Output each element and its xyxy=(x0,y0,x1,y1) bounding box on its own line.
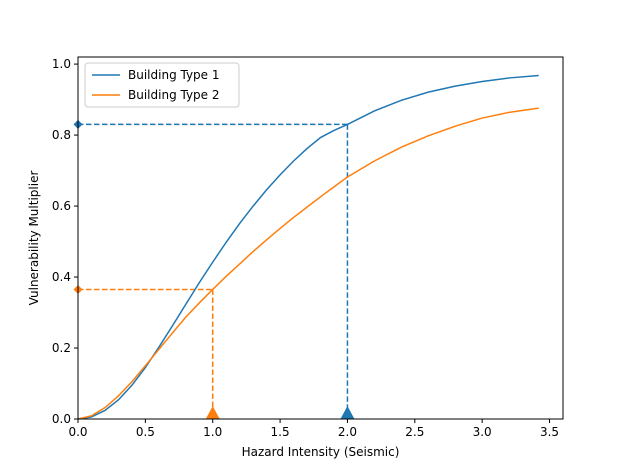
x-axis-label: Hazard Intensity (Seismic) xyxy=(242,445,400,459)
axes-frame xyxy=(77,56,564,420)
y-axis-label: Vulnerability Multiplier xyxy=(27,171,41,306)
y-tick-label-0.4: 0.4 xyxy=(52,270,71,284)
x-tick-label-3.0: 3.0 xyxy=(473,425,492,439)
x-marker-building-type-1 xyxy=(340,406,355,419)
axes: 0.0 0.5 1.0 1.5 2.0 2.5 3.0 3.5 0.0 0.2 0.4 0.6 0.8 1… xyxy=(52,56,564,439)
y-tick-label-1.0: 1.0 xyxy=(52,57,71,71)
y-tick-label-0.6: 0.6 xyxy=(52,199,71,213)
x-tick-label-3.5: 3.5 xyxy=(540,425,559,439)
plot-inner xyxy=(78,74,539,419)
x-tick-label-2.0: 2.0 xyxy=(338,425,357,439)
y-tick-label-0.0: 0.0 xyxy=(52,412,71,426)
legend: Building Type 1 Building Type 2 xyxy=(84,62,240,108)
x-tick-label-0.0: 0.0 xyxy=(68,425,87,439)
x-tick-label-1.0: 1.0 xyxy=(203,425,222,439)
series-line-building-type-2 xyxy=(78,107,539,419)
x-tick-label-1.5: 1.5 xyxy=(271,425,290,439)
legend-box xyxy=(84,62,240,108)
y-tick-label-0.2: 0.2 xyxy=(52,341,71,355)
x-marker-building-type-2 xyxy=(205,406,220,419)
x-tick-label-2.5: 2.5 xyxy=(405,425,424,439)
plot-area xyxy=(73,74,539,419)
x-tick-label-0.5: 0.5 xyxy=(136,425,155,439)
series-line-building-type-1 xyxy=(78,74,539,419)
legend-label-building-type-2: Building Type 2 xyxy=(128,88,220,102)
y-tick-label-0.8: 0.8 xyxy=(52,128,71,142)
legend-label-building-type-1: Building Type 1 xyxy=(128,68,220,82)
